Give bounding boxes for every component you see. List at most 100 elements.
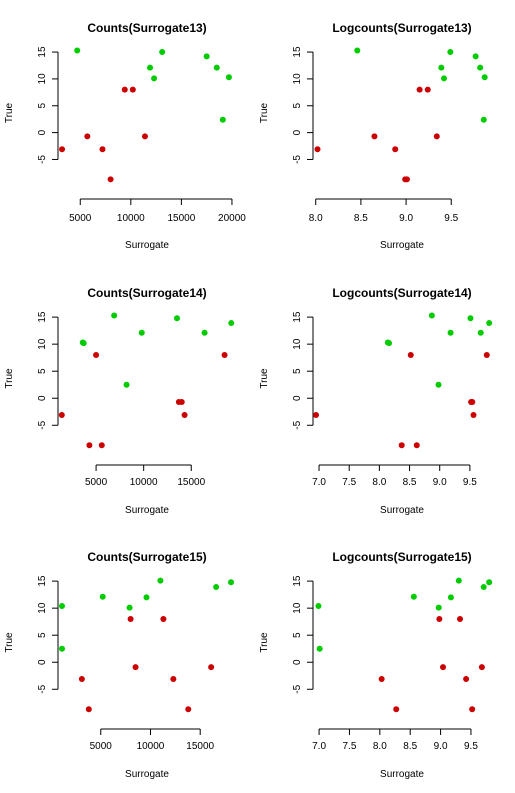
- x-tick-label: 8.0: [372, 477, 386, 488]
- data-point-green: [480, 584, 487, 591]
- data-point-green: [447, 329, 454, 336]
- data-point-green: [58, 645, 65, 652]
- x-tick-label: 15000: [177, 477, 205, 488]
- y-tick-label: 0: [37, 129, 48, 135]
- data-point-red: [93, 351, 100, 358]
- data-point-red: [132, 664, 139, 671]
- data-point-red: [314, 146, 321, 153]
- x-tick-label: 15000: [167, 213, 195, 224]
- data-point-red: [313, 412, 320, 419]
- data-point-green: [486, 579, 493, 586]
- y-tick-label: 15: [37, 46, 48, 58]
- data-point-red: [85, 706, 92, 713]
- scatter-panel-5: Counts(Surrogate15) -5 0 5 10 15 True 5000 10000…: [4, 550, 235, 780]
- scatter-panel-2: Logcounts(Surrogate13) -5 0 5 10 15 True 8.0 8.5…: [259, 21, 488, 251]
- x-tick-label: 8.5: [354, 213, 368, 224]
- data-point-red: [398, 442, 405, 449]
- data-point-green: [58, 602, 65, 609]
- x-tick-label: 15000: [186, 741, 214, 752]
- y-axis-title: True: [4, 632, 15, 653]
- y-tick-label: 5: [37, 103, 48, 109]
- x-axis-title: Surrogate: [125, 240, 169, 251]
- chart-title: Counts(Surrogate14): [87, 286, 206, 300]
- data-point-red: [424, 86, 431, 93]
- scatter-panel-3: Counts(Surrogate14) -5 0 5 10 15 True 5000 10000…: [4, 286, 235, 516]
- data-point-red: [160, 615, 167, 622]
- x-tick-label: 7.0: [312, 741, 326, 752]
- data-point-green: [428, 312, 435, 319]
- x-tick-label: 7.5: [342, 741, 356, 752]
- y-tick-label: 10: [292, 602, 303, 614]
- data-point-green: [447, 49, 454, 56]
- data-point-red: [463, 676, 470, 683]
- x-tick-label: 8.0: [373, 741, 387, 752]
- data-point-red: [129, 86, 136, 93]
- y-axis-title: True: [259, 632, 270, 653]
- data-point-red: [208, 664, 215, 671]
- data-point-red: [78, 676, 85, 683]
- y-tick-label: -5: [37, 155, 48, 164]
- x-tick-label: 5000: [90, 741, 113, 752]
- data-point-green: [410, 593, 417, 600]
- data-point-green: [138, 329, 145, 336]
- y-tick-label: 0: [292, 395, 303, 401]
- data-point-red: [393, 706, 400, 713]
- data-point-green: [126, 604, 133, 611]
- x-tick-label: 9.0: [399, 213, 413, 224]
- data-point-red: [378, 676, 385, 683]
- y-tick-label: -5: [292, 155, 303, 164]
- data-point-red: [99, 146, 106, 153]
- data-point-green: [315, 602, 322, 609]
- x-tick-label: 10000: [130, 477, 158, 488]
- data-point-green: [143, 594, 150, 601]
- data-point-red: [457, 615, 464, 622]
- data-point-green: [481, 74, 488, 81]
- x-tick-label: 9.5: [464, 741, 478, 752]
- y-tick-label: 15: [37, 575, 48, 587]
- data-point-red: [413, 442, 420, 449]
- y-tick-label: 5: [37, 368, 48, 374]
- data-point-green: [213, 584, 220, 591]
- data-point-green: [159, 49, 166, 56]
- x-tick-label: 9.0: [433, 477, 447, 488]
- y-tick-label: 0: [292, 659, 303, 665]
- data-point-green: [441, 75, 448, 82]
- data-point-red: [86, 442, 93, 449]
- data-point-red: [178, 399, 185, 406]
- x-axis-title: Surrogate: [380, 240, 424, 251]
- data-point-green: [477, 64, 484, 71]
- data-point-green: [123, 381, 130, 388]
- x-tick-label: 7.0: [312, 477, 326, 488]
- data-point-green: [225, 74, 232, 81]
- data-point-red: [121, 86, 128, 93]
- data-point-red: [141, 133, 148, 140]
- y-tick-label: 15: [292, 46, 303, 58]
- data-point-green: [435, 381, 442, 388]
- x-tick-label: 7.5: [342, 477, 356, 488]
- data-point-green: [157, 577, 164, 584]
- scatter-panel-6: Logcounts(Surrogate15) -5 0 5 10 15 True 7.0 7.5…: [259, 550, 493, 780]
- y-tick-label: 10: [37, 73, 48, 85]
- data-point-green: [472, 53, 479, 60]
- data-point-red: [127, 615, 134, 622]
- data-point-green: [435, 604, 442, 611]
- x-axis-title: Surrogate: [125, 505, 169, 516]
- x-axis-title: Surrogate: [125, 769, 169, 780]
- data-point-red: [407, 351, 414, 358]
- y-axis-title: True: [259, 368, 270, 389]
- data-point-green: [99, 593, 106, 600]
- data-point-green: [219, 116, 226, 123]
- y-tick-label: 10: [37, 338, 48, 350]
- data-point-green: [228, 320, 235, 327]
- data-point-green: [151, 75, 158, 82]
- data-point-green: [354, 47, 361, 54]
- data-point-red: [478, 664, 485, 671]
- y-tick-label: 0: [37, 395, 48, 401]
- data-point-red: [483, 351, 490, 358]
- data-point-green: [316, 645, 323, 652]
- data-point-red: [181, 412, 188, 419]
- y-axis-title: True: [4, 102, 15, 123]
- y-axis-title: True: [259, 102, 270, 123]
- data-point-green: [201, 329, 208, 336]
- x-tick-label: 5000: [85, 477, 108, 488]
